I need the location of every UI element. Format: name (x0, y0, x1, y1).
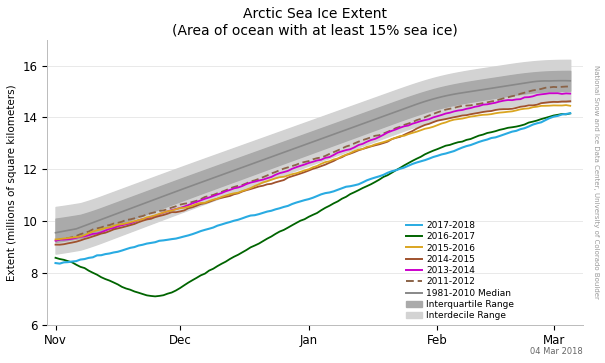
Title: Arctic Sea Ice Extent
(Area of ocean with at least 15% sea ice): Arctic Sea Ice Extent (Area of ocean wit… (172, 7, 458, 37)
Y-axis label: Extent (millions of square kilometers): Extent (millions of square kilometers) (7, 84, 17, 281)
Text: 04 Mar 2018: 04 Mar 2018 (530, 347, 583, 356)
Text: National Snow and Ice Data Center, University of Colorado Boulder: National Snow and Ice Data Center, Unive… (594, 65, 600, 299)
Legend: 2017-2018, 2016-2017, 2015-2016, 2014-2015, 2013-2014, 2011-2012, 1981-2010 Medi: 2017-2018, 2016-2017, 2015-2016, 2014-20… (406, 221, 514, 320)
